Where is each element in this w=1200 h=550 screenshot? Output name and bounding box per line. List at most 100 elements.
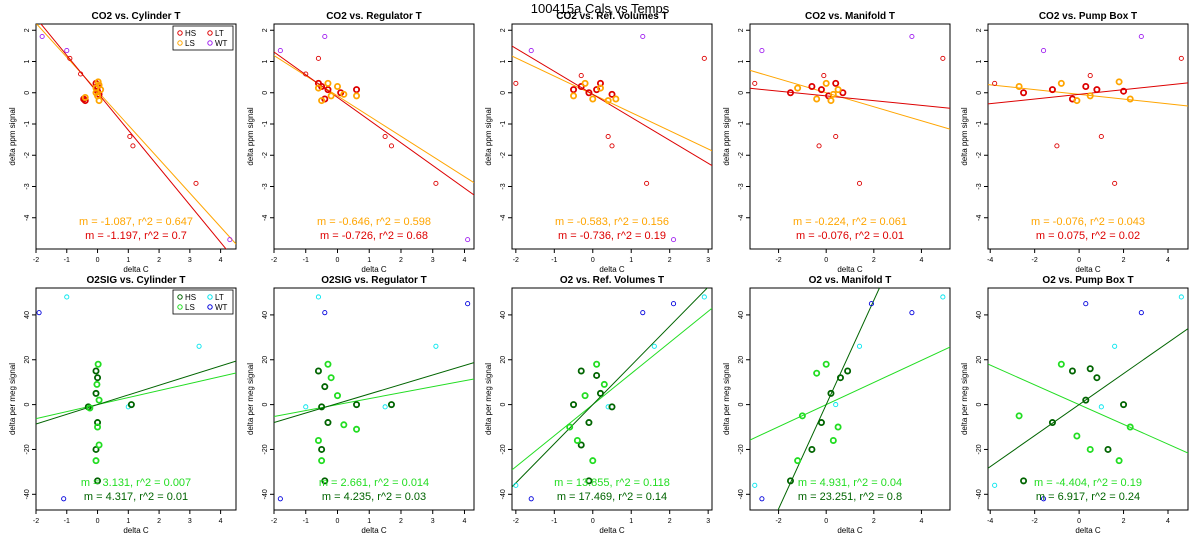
data-point: [322, 33, 328, 40]
data-point: [1068, 367, 1076, 375]
y-tick-label: 0: [262, 403, 269, 407]
y-tick-label: -3: [24, 183, 31, 189]
data-point: [651, 343, 657, 349]
data-point: [759, 48, 765, 54]
data-point: [585, 477, 593, 485]
legend-box: [172, 25, 234, 51]
data-point: [388, 143, 395, 149]
data-point: [833, 402, 839, 408]
x-tick-label: -1: [64, 518, 70, 525]
data-point: [97, 86, 105, 94]
fit-annotation: m = -0.583, r^2 = 0.156: [555, 216, 669, 228]
data-point: [433, 180, 439, 186]
data-point: [1115, 78, 1123, 86]
x-tick-label: 0: [591, 518, 595, 525]
fit-annotation: m = -0.646, r^2 = 0.598: [317, 216, 431, 228]
x-tick-label: -2: [1032, 257, 1038, 264]
data-point: [1020, 89, 1028, 97]
x-tick-label: -1: [303, 518, 309, 525]
data-point: [589, 95, 597, 103]
data-point: [605, 133, 611, 140]
y-tick-label: 0: [500, 91, 507, 95]
data-point: [827, 97, 835, 105]
x-tick-label: 2: [872, 257, 876, 264]
y-tick-label: -3: [738, 183, 745, 189]
x-tick-label: 4: [919, 257, 923, 264]
plot-area: [36, 294, 236, 502]
y-tick-label: -20: [976, 444, 983, 454]
data-point: [433, 343, 439, 349]
data-point: [833, 133, 839, 140]
regression-line-ls2: [512, 307, 712, 471]
x-tick-label: 2: [157, 257, 161, 264]
x-tick-label: 2: [1122, 518, 1126, 525]
data-point: [95, 441, 103, 449]
data-point: [127, 133, 133, 140]
data-point: [794, 457, 802, 465]
data-point: [822, 360, 830, 368]
data-point: [340, 421, 348, 429]
chart-title: CO2 vs. Ref. Volumes T: [556, 11, 668, 22]
chart-panel-1: CO2 vs. Cylinder T -2 -1 0 1 2 3 4 -4 -3 -2 -1 0 1 2 de…: [8, 11, 237, 274]
data-point: [36, 310, 42, 316]
y-tick-label: -4: [262, 215, 269, 221]
x-tick-label: 2: [157, 518, 161, 525]
data-point: [573, 436, 581, 444]
data-point: [303, 404, 309, 410]
data-point: [353, 425, 361, 433]
y-tick-label: -3: [500, 183, 507, 189]
y-tick-label: -4: [976, 215, 983, 221]
data-point: [752, 482, 758, 488]
data-point: [604, 97, 612, 105]
y-tick-label: 20: [500, 356, 507, 364]
data-point: [277, 48, 283, 54]
y-axis-label: delta ppm signal: [960, 107, 969, 165]
data-point: [1120, 87, 1128, 95]
y-tick-label: 1: [738, 59, 745, 63]
data-point: [227, 237, 233, 243]
data-point: [868, 301, 874, 307]
y-tick-label: 20: [738, 356, 745, 364]
y-tick-label: -20: [24, 444, 31, 454]
data-point: [808, 445, 816, 453]
data-point: [92, 457, 100, 465]
data-point: [94, 423, 102, 431]
y-tick-label: -4: [500, 215, 507, 221]
data-point: [318, 445, 326, 453]
y-tick-label: 1: [24, 59, 31, 63]
chart-title: O2SIG vs. Regulator T: [321, 275, 427, 286]
data-point: [340, 90, 348, 98]
x-tick-label: 1: [367, 257, 371, 264]
data-point: [856, 180, 863, 186]
data-point: [1138, 33, 1144, 40]
data-point: [1073, 432, 1081, 440]
fit-annotation: m = -0.736, r^2 = 0.19: [558, 230, 666, 242]
y-tick-label: 2: [500, 28, 507, 32]
data-point: [570, 92, 578, 100]
data-point: [382, 404, 388, 410]
data-point: [822, 79, 830, 87]
data-point: [827, 389, 835, 397]
x-tick-label: 0: [824, 518, 828, 525]
plot-frame: [987, 23, 1189, 250]
y-tick-label: -40: [24, 489, 31, 499]
x-axis-label: delta C: [123, 526, 149, 535]
plot-area: [36, 24, 236, 249]
data-point: [94, 360, 102, 368]
data-point: [577, 367, 585, 375]
chart-panel-4: CO2 vs. Manifold T -2 0 2 4 -4 -3 -2 -1 0 1 2 delta …: [722, 11, 951, 274]
x-tick-label: 3: [706, 518, 710, 525]
legend-marker: [177, 30, 183, 36]
data-point: [92, 389, 100, 397]
plot-area: [274, 294, 474, 502]
fit-annotation: m = 2.661, r^2 = 0.014: [319, 477, 429, 489]
y-axis-label: delta per meg signal: [8, 363, 17, 435]
data-point: [314, 436, 322, 444]
plot-frame: [273, 287, 475, 511]
y-tick-label: -20: [500, 444, 507, 454]
x-tick-label: 3: [188, 518, 192, 525]
data-point: [67, 55, 73, 61]
data-point: [94, 374, 102, 382]
chart-panel-2: CO2 vs. Regulator T -2 -1 0 1 2 3 4 -4 -3 -2 -1 0 1 2 d…: [246, 11, 475, 274]
x-tick-label: 0: [96, 257, 100, 264]
